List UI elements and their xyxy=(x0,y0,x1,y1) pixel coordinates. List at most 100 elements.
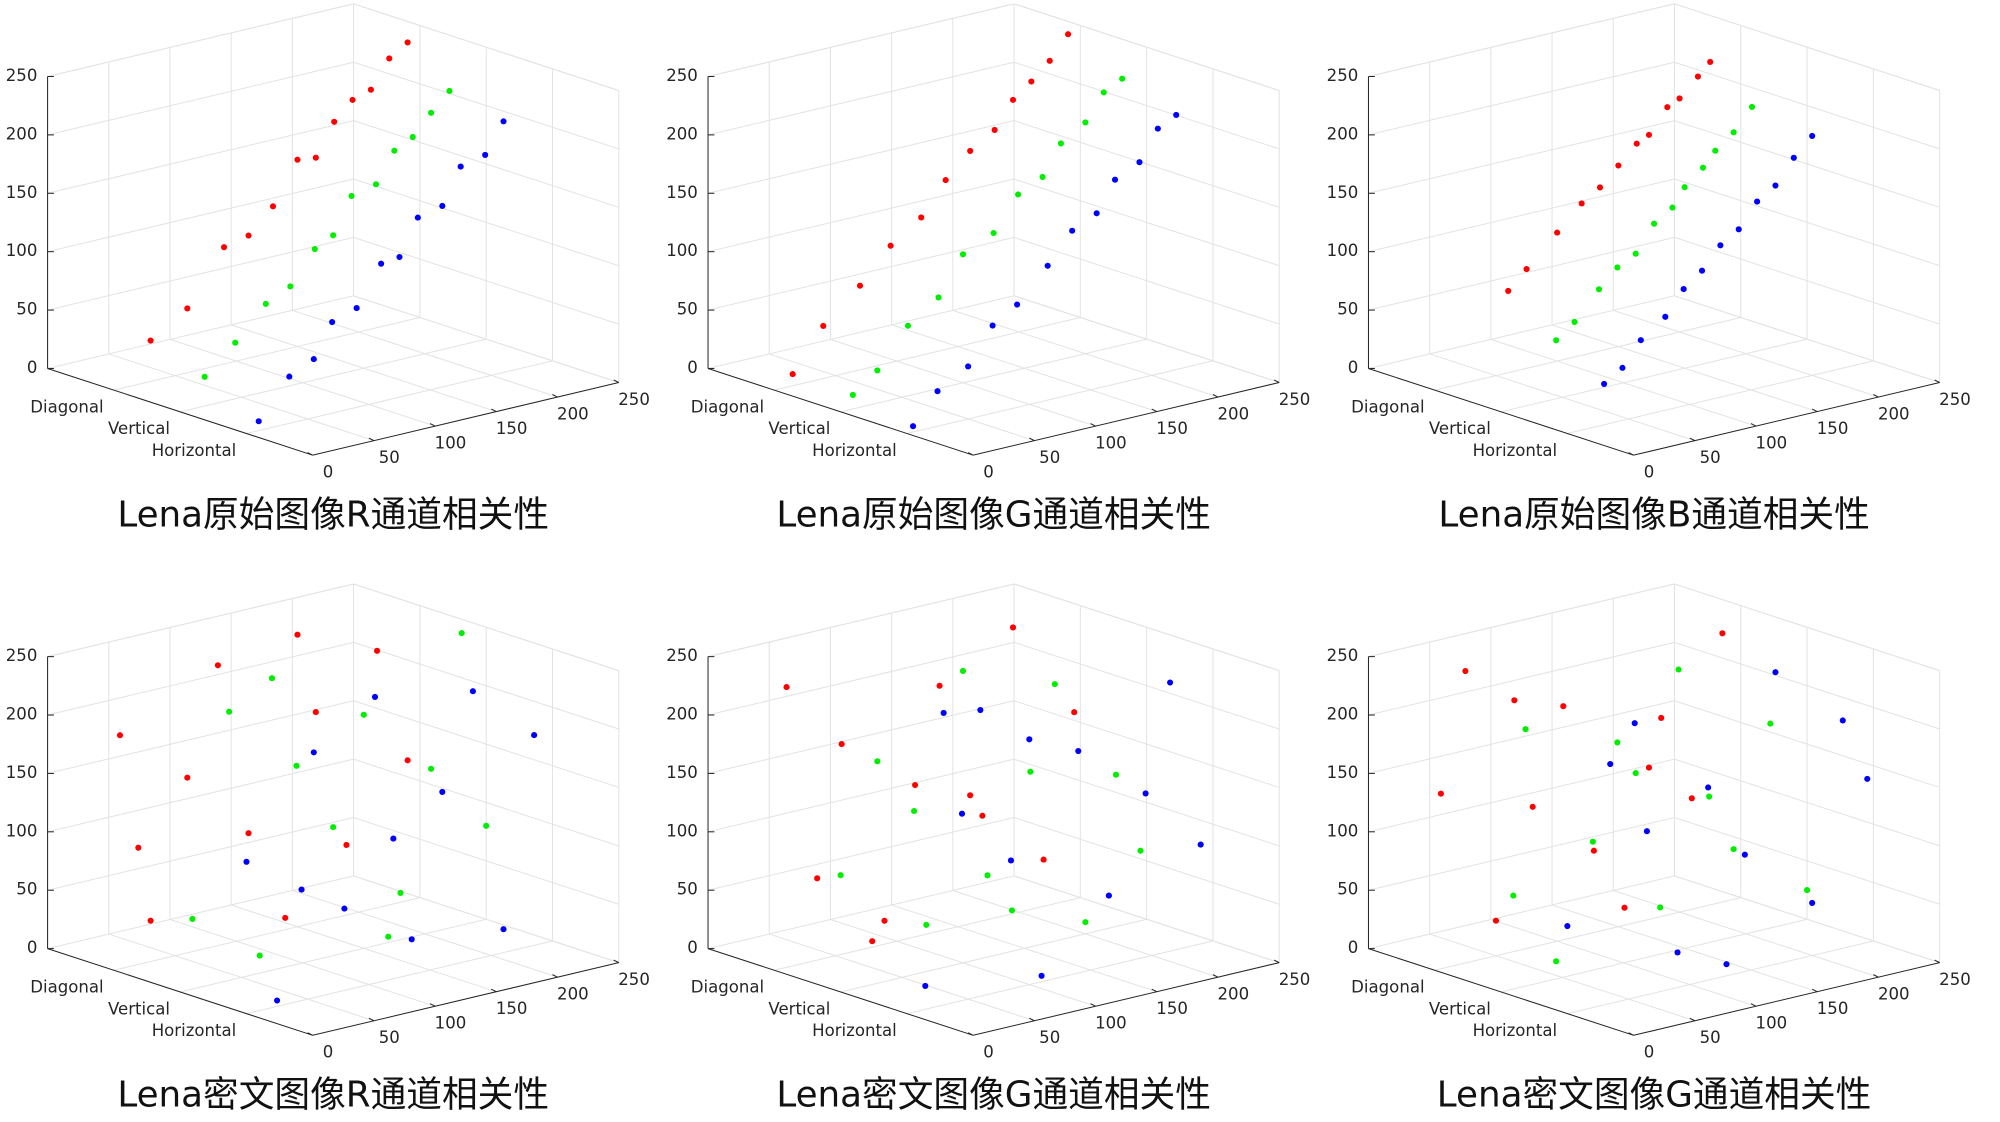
grid-line xyxy=(47,875,354,950)
scatter-point xyxy=(1664,104,1671,111)
y-tick-label: 150 xyxy=(1327,763,1359,782)
scatter-point xyxy=(1674,949,1681,956)
box-edge xyxy=(47,583,354,658)
scatter-point xyxy=(116,732,124,739)
scatter-point xyxy=(147,917,154,924)
scatter-point xyxy=(220,244,228,251)
grid-line xyxy=(1368,120,1675,194)
scatter-point xyxy=(1767,720,1774,727)
y-tick-label: 0 xyxy=(687,358,698,377)
scatter-point xyxy=(1651,220,1658,227)
scatter-point xyxy=(958,810,966,817)
scatter-point xyxy=(391,147,398,154)
y-tick-label: 150 xyxy=(666,183,698,202)
box-edge xyxy=(353,3,619,92)
y-tick-label: 100 xyxy=(666,821,698,840)
scatter-point xyxy=(1607,760,1614,768)
scatter-point xyxy=(881,917,888,924)
scatter-point xyxy=(404,39,411,46)
scatter-point xyxy=(201,373,208,380)
scatter-point xyxy=(1669,204,1676,211)
scatter-point xyxy=(371,693,379,701)
category-grid-line xyxy=(180,338,487,413)
scatter-point xyxy=(1681,184,1688,191)
category-grid-line xyxy=(774,897,1081,971)
category-grid-line xyxy=(1434,316,1741,391)
scatter-point xyxy=(349,96,356,103)
scatter-point xyxy=(1462,667,1469,675)
scatter-point xyxy=(1804,887,1811,894)
box-edge xyxy=(707,583,1015,658)
x-tick xyxy=(1873,974,1879,978)
grid-line xyxy=(707,178,1015,253)
x-tick-label: 200 xyxy=(1878,404,1910,423)
scatter-point xyxy=(428,109,435,116)
scatter-point xyxy=(984,872,991,879)
scatter-point xyxy=(1712,147,1719,154)
y-tick-label: 0 xyxy=(27,358,38,377)
x-tick-label: 50 xyxy=(379,448,400,467)
category-label: Horizontal xyxy=(1473,1021,1558,1040)
scatter-point xyxy=(1809,132,1816,140)
x-tick xyxy=(1689,1017,1696,1022)
category-axis-line xyxy=(1368,367,1634,456)
scatter-point xyxy=(940,709,947,716)
scatter-point xyxy=(1553,337,1560,344)
grid-line xyxy=(47,641,354,716)
x-tick xyxy=(491,988,497,993)
scatter-point xyxy=(1505,287,1512,295)
grid-line xyxy=(47,236,354,311)
scatter3d-chart: 050100150200250050100150200250DiagonalVe… xyxy=(1327,3,1971,535)
scatter-point xyxy=(1590,847,1597,854)
scatter-point xyxy=(1730,846,1737,853)
scatter-point xyxy=(268,675,276,682)
scatter-point xyxy=(311,245,318,253)
scatter-point xyxy=(904,322,912,329)
scatter-point xyxy=(404,757,411,764)
scatter-point xyxy=(446,87,453,94)
scatter3d-chart: 050100150200250050100150200250DiagonalVe… xyxy=(666,583,1310,1116)
x-tick-label: 250 xyxy=(618,970,650,989)
box-edge xyxy=(1013,3,1280,92)
y-tick-label: 250 xyxy=(6,66,38,85)
scatter-point xyxy=(789,371,796,378)
scatter-point xyxy=(1038,972,1045,979)
y-tick-label: 200 xyxy=(666,705,698,724)
scatter-point xyxy=(1614,264,1621,271)
y-tick-label: 50 xyxy=(1337,300,1358,319)
scatter-point xyxy=(783,684,790,691)
category-label: Horizontal xyxy=(812,441,897,460)
x-tick-label: 50 xyxy=(1039,1028,1060,1047)
scatter-point xyxy=(1040,856,1047,863)
scatter-point xyxy=(147,337,154,344)
category-grid-line xyxy=(1500,918,1808,993)
grid-line xyxy=(707,295,1015,369)
scatter-point xyxy=(500,926,507,933)
scatter-point xyxy=(348,192,355,200)
x-tick-label: 100 xyxy=(1756,433,1788,452)
category-grid-line xyxy=(906,360,1214,434)
y-tick-label: 150 xyxy=(666,763,698,782)
y-tick-label: 150 xyxy=(6,183,38,202)
x-tick xyxy=(613,959,620,964)
scatter-point xyxy=(1589,838,1596,845)
scatter-point xyxy=(1009,96,1017,103)
chart-caption: Lena原始图像B通道相关性 xyxy=(1438,494,1869,535)
scatter-point xyxy=(942,177,949,184)
x-tick-label: 250 xyxy=(618,390,650,409)
scatter-point xyxy=(1009,624,1017,631)
category-grid-line xyxy=(774,316,1081,391)
category-grid-line xyxy=(840,918,1147,993)
x-tick-label: 200 xyxy=(1218,985,1250,1004)
scatter3d-chart: 050100150200250050100150200250DiagonalVe… xyxy=(1327,583,1971,1116)
x-tick xyxy=(1628,452,1634,456)
scatter-point xyxy=(977,706,984,714)
x-tick xyxy=(1029,1017,1035,1022)
scatter-point xyxy=(1615,162,1622,169)
x-tick-label: 200 xyxy=(557,404,589,423)
scatter-point xyxy=(1839,717,1846,724)
x-tick-label: 150 xyxy=(496,999,528,1018)
scatter-point xyxy=(232,339,239,346)
y-tick-label: 200 xyxy=(1327,705,1359,724)
x-tick xyxy=(1212,394,1219,398)
